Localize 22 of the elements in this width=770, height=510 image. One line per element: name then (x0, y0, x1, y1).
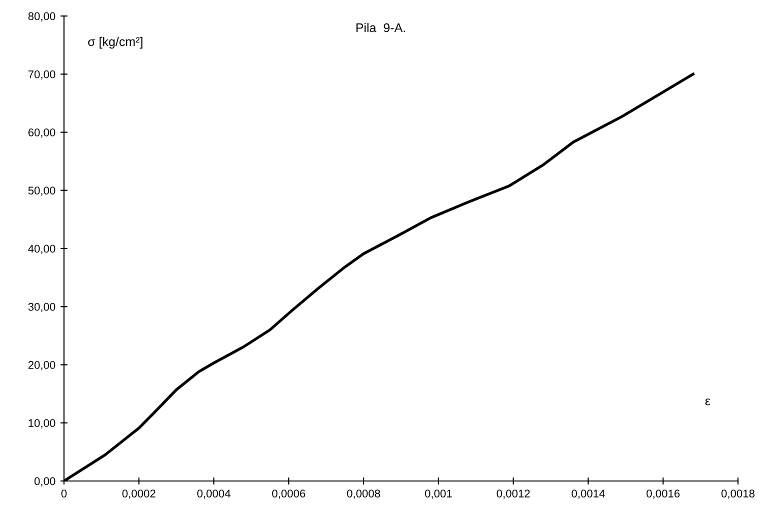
y-tick-label: 80,00 (28, 12, 56, 22)
x-tick-label: 0,0018 (721, 490, 755, 499)
x-tick-label: 0 (61, 490, 67, 498)
y-tick-label: 30,00 (28, 302, 56, 312)
x-tick-label: 0,0002 (122, 490, 156, 499)
x-tick-label: 0,0012 (496, 490, 530, 499)
x-tick-label: 0,0016 (646, 490, 680, 499)
y-tick-label: 0,00 (34, 477, 56, 486)
y-tick-label: 10,00 (28, 419, 56, 428)
chart-title: Pila 9-A. (356, 22, 405, 32)
y-tick-label: 60,00 (28, 128, 56, 138)
y-tick-label: 20,00 (28, 361, 56, 370)
x-tick-label: 0,0014 (572, 490, 605, 499)
x-tick-label: 0,001 (424, 490, 452, 499)
y-tick-label: 70,00 (28, 70, 56, 80)
y-axis-title: σ [kg/cm²] (88, 36, 142, 49)
x-tick-label: 0,0006 (272, 490, 306, 499)
y-tick-label: 50,00 (28, 186, 56, 196)
y-tick-label: 40,00 (28, 244, 56, 254)
x-axis-title: ε (705, 398, 710, 406)
x-tick-label: 0,0008 (347, 490, 380, 499)
x-tick-label: 0,0004 (197, 490, 230, 499)
